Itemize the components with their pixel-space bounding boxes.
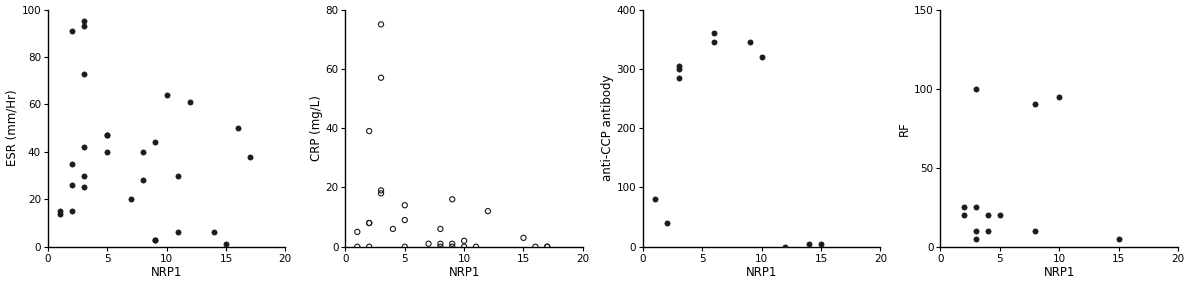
Point bbox=[347, 230, 367, 234]
Point bbox=[395, 203, 414, 207]
Point bbox=[657, 221, 676, 225]
Point bbox=[443, 245, 462, 249]
Point bbox=[359, 221, 378, 225]
Point bbox=[966, 86, 985, 91]
Y-axis label: CRP (mg/L): CRP (mg/L) bbox=[309, 95, 322, 161]
Point bbox=[466, 245, 486, 249]
Point bbox=[371, 191, 390, 196]
Point bbox=[371, 188, 390, 193]
Point bbox=[74, 145, 93, 149]
Point bbox=[645, 197, 664, 201]
Point bbox=[990, 213, 1009, 217]
Point bbox=[704, 31, 724, 36]
X-axis label: NRP1: NRP1 bbox=[746, 266, 777, 280]
Point bbox=[217, 242, 236, 247]
Point bbox=[169, 173, 188, 178]
Point bbox=[514, 235, 533, 240]
Point bbox=[669, 64, 688, 68]
Point bbox=[1050, 94, 1069, 99]
Point bbox=[966, 237, 985, 241]
Point bbox=[74, 24, 93, 28]
Point bbox=[1026, 102, 1045, 107]
X-axis label: NRP1: NRP1 bbox=[151, 266, 182, 280]
Point bbox=[395, 245, 414, 249]
Point bbox=[74, 185, 93, 190]
Point bbox=[431, 227, 450, 231]
Point bbox=[74, 19, 93, 24]
Point bbox=[145, 237, 164, 242]
Point bbox=[62, 28, 81, 33]
Point bbox=[526, 245, 545, 249]
Point bbox=[966, 205, 985, 209]
Point bbox=[145, 140, 164, 145]
Point bbox=[371, 22, 390, 27]
Point bbox=[98, 133, 117, 138]
Point bbox=[431, 245, 450, 249]
Point bbox=[157, 93, 176, 97]
Y-axis label: ESR (mm/Hr): ESR (mm/Hr) bbox=[6, 90, 19, 166]
Point bbox=[98, 133, 117, 138]
X-axis label: NRP1: NRP1 bbox=[1044, 266, 1075, 280]
Point bbox=[74, 71, 93, 76]
Point bbox=[181, 100, 200, 104]
Point bbox=[740, 40, 759, 44]
Point bbox=[966, 229, 985, 233]
Point bbox=[62, 161, 81, 166]
Point bbox=[443, 197, 462, 201]
Point bbox=[395, 218, 414, 222]
Point bbox=[62, 209, 81, 213]
Point bbox=[74, 173, 93, 178]
Point bbox=[431, 241, 450, 246]
Point bbox=[538, 245, 557, 249]
Point bbox=[455, 239, 474, 243]
Point bbox=[812, 241, 831, 246]
Point bbox=[1026, 229, 1045, 233]
Point bbox=[1109, 237, 1128, 241]
Point bbox=[383, 227, 402, 231]
Point bbox=[359, 129, 378, 133]
Y-axis label: RF: RF bbox=[898, 121, 912, 135]
Point bbox=[145, 237, 164, 242]
Point bbox=[169, 230, 188, 235]
Point bbox=[205, 230, 224, 235]
Point bbox=[359, 221, 378, 225]
Point bbox=[50, 209, 69, 213]
Point bbox=[133, 178, 152, 183]
Point bbox=[978, 213, 997, 217]
Point bbox=[98, 150, 117, 154]
Point bbox=[978, 229, 997, 233]
Point bbox=[240, 154, 259, 159]
Point bbox=[752, 55, 771, 59]
Point bbox=[50, 211, 69, 216]
Point bbox=[954, 213, 973, 217]
Point bbox=[133, 150, 152, 154]
Point bbox=[669, 76, 688, 80]
Y-axis label: anti-CCP antibody: anti-CCP antibody bbox=[601, 75, 614, 181]
Point bbox=[669, 67, 688, 71]
Point bbox=[443, 241, 462, 246]
Point bbox=[359, 245, 378, 249]
Point bbox=[347, 245, 367, 249]
X-axis label: NRP1: NRP1 bbox=[449, 266, 480, 280]
Point bbox=[121, 197, 140, 201]
Point bbox=[776, 245, 795, 249]
Point bbox=[538, 245, 557, 249]
Point bbox=[954, 205, 973, 209]
Point bbox=[455, 245, 474, 249]
Point bbox=[704, 40, 724, 44]
Point bbox=[419, 241, 438, 246]
Point bbox=[62, 183, 81, 187]
Point bbox=[371, 76, 390, 80]
Point bbox=[800, 241, 819, 246]
Point bbox=[478, 209, 497, 213]
Point bbox=[228, 126, 248, 131]
